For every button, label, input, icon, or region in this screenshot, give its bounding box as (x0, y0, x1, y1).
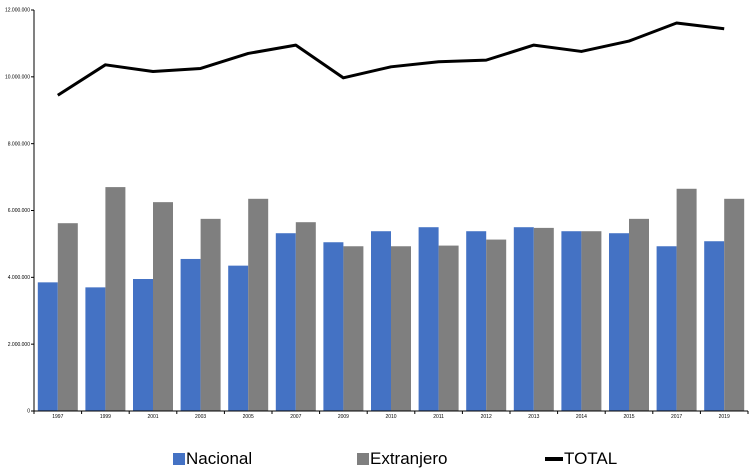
bar-extranjero-2009 (343, 246, 364, 411)
bar-extranjero-2014 (581, 231, 602, 411)
bar-extranjero-1999 (105, 187, 126, 411)
x-tick-label-2001: 2001 (147, 414, 158, 420)
total-line-group (56, 21, 725, 97)
legend-label-total: TOTAL (564, 449, 618, 468)
bar-nacional-2005 (228, 265, 249, 411)
bar-extranjero-2017 (676, 188, 697, 411)
x-tick-label-2012: 2012 (481, 414, 492, 420)
bar-extranjero-2005 (248, 198, 269, 411)
bar-extranjero-2010 (391, 246, 411, 411)
bar-extranjero-2012 (486, 239, 507, 411)
bar-nacional-2003 (180, 258, 201, 411)
legend-item-total: TOTAL (545, 449, 617, 469)
x-tick-label-2005: 2005 (243, 414, 254, 420)
bar-nacional-1997 (37, 282, 58, 411)
y-tick-label-5: 10.000.000 (5, 75, 30, 81)
line-total (56, 21, 725, 97)
legend-swatch-total (545, 457, 563, 461)
y-tick-label-6: 12.000.000 (5, 8, 30, 14)
bar-nacional-2012 (466, 231, 487, 411)
bar-extranjero-2011 (438, 245, 459, 411)
y-tick-label-1: 2.000.000 (8, 342, 30, 348)
legend-swatch-extranjero (357, 453, 369, 465)
x-tick-label-2003: 2003 (195, 414, 206, 420)
legend: Nacional Extranjero TOTAL (0, 449, 751, 469)
bar-nacional-2011 (418, 227, 439, 411)
x-axis: 1997 1999 2001 2003 2005 2007 2009 2010 2011 2012… (33, 410, 749, 420)
bar-extranjero-2001 (153, 202, 173, 411)
bar-nacional-2015 (609, 233, 629, 411)
x-tick-label-1999: 1999 (100, 414, 111, 420)
x-tick-label-2009: 2009 (338, 414, 349, 420)
bar-nacional-2009 (323, 242, 344, 411)
y-tick-label-2: 4.000.000 (8, 275, 30, 281)
bar-nacional-2001 (133, 279, 153, 411)
bar-nacional-2007 (275, 233, 296, 411)
bar-nacional-2013 (513, 227, 534, 411)
x-tick-label-2010: 2010 (385, 414, 396, 420)
y-tick-label-3: 6.000.000 (8, 208, 30, 214)
y-tick-label-0: 0 (27, 409, 30, 415)
bar-extranjero-2015 (629, 218, 649, 411)
x-tick-label-1997: 1997 (52, 414, 63, 420)
bar-extranjero-2003 (200, 218, 221, 411)
legend-item-extranjero: Extranjero (357, 449, 447, 469)
bar-nacional-2019 (704, 241, 725, 411)
x-tick-label-2017: 2017 (671, 414, 682, 420)
bar-nacional-2014 (561, 231, 582, 411)
bar-extranjero-2013 (533, 227, 554, 411)
bar-nacional-2017 (656, 246, 677, 411)
x-tick-label-2015: 2015 (623, 414, 634, 420)
bar-extranjero-2007 (295, 222, 316, 411)
x-tick-label-2007: 2007 (290, 414, 301, 420)
x-tick-label-2013: 2013 (528, 414, 539, 420)
bar-extranjero-2019 (724, 198, 745, 411)
bars-group (37, 187, 745, 411)
x-tick-label-2014: 2014 (576, 414, 587, 420)
bar-nacional-1999 (85, 287, 106, 411)
legend-label-extranjero: Extranjero (370, 449, 448, 468)
legend-item-nacional: Nacional (173, 449, 252, 469)
legend-label-nacional: Nacional (186, 449, 253, 468)
legend-swatch-nacional (173, 453, 185, 465)
x-tick-label-2019: 2019 (719, 414, 730, 420)
x-tick-label-2011: 2011 (433, 414, 444, 420)
bar-extranjero-1997 (57, 223, 78, 411)
bar-nacional-2010 (371, 231, 391, 411)
y-tick-label-4: 8.000.000 (8, 141, 30, 147)
y-axis: 0 2.000.000 4.000.000 6.000.000 8.000.000 10.… (5, 8, 35, 415)
